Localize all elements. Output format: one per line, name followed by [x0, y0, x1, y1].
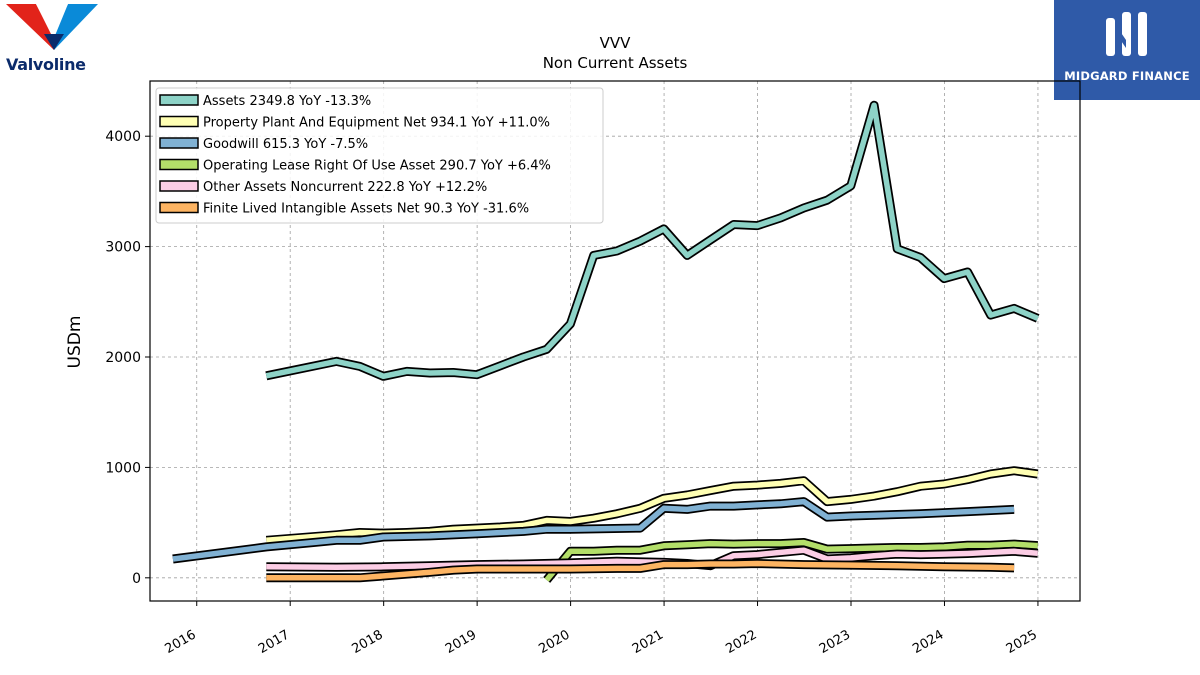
x-tick-label: 2019: [443, 627, 479, 657]
legend-label: Property Plant And Equipment Net 934.1 Y…: [203, 116, 550, 131]
valvoline-logo: Valvoline: [4, 4, 108, 74]
x-tick-label: 2020: [536, 627, 572, 657]
midgard-finance-logo: MIDGARD FINANCE: [1054, 0, 1200, 100]
series-5: [266, 559, 1015, 583]
x-tick-label: 2017: [256, 627, 292, 657]
series-line: [544, 539, 1038, 582]
plot-frame: [149, 80, 1081, 602]
x-tick-label: 2022: [723, 627, 759, 657]
x-tick-label: 2021: [630, 627, 666, 657]
legend-label: Operating Lease Right Of Use Asset 290.7…: [203, 159, 551, 174]
x-tick-label: 2018: [350, 627, 386, 657]
y-tick-label: 1000: [105, 460, 141, 476]
series-layer: [172, 100, 1040, 583]
valvoline-v-icon: [6, 4, 98, 50]
legend-swatch: [159, 158, 199, 171]
y-tick-label: 0: [132, 571, 141, 587]
legend-label: Other Assets Noncurrent 222.8 YoY +12.2%: [203, 180, 487, 195]
legend-swatch: [159, 137, 199, 149]
legend-swatch: [159, 115, 199, 128]
y-tick-label: 2000: [105, 350, 141, 366]
x-tick-label: 2016: [163, 627, 199, 657]
series-line: [172, 498, 1015, 562]
x-tick-label: 2024: [910, 627, 946, 657]
legend-swatch: [159, 94, 199, 106]
series-1: [265, 466, 1039, 545]
series-2: [172, 497, 1015, 564]
chart-title: VVV: [600, 34, 632, 52]
series-0: [265, 100, 1040, 381]
legend-swatch: [159, 180, 199, 192]
legend-swatch: [159, 201, 199, 214]
x-tick-label: 2023: [817, 627, 853, 657]
midgard-brand-text: MIDGARD FINANCE: [1064, 69, 1190, 83]
series-line: [266, 560, 1015, 581]
y-tick-label: 3000: [105, 240, 141, 256]
valvoline-wordmark: Valvoline: [6, 55, 86, 74]
series-3: [543, 538, 1038, 583]
series-line: [265, 102, 1039, 380]
legend: Assets 2349.8 YoY -13.3% Property Plant A…: [155, 87, 604, 224]
legend-label: Finite Lived Intangible Assets Net 90.3 …: [203, 202, 529, 217]
midgard-m-icon: [1106, 12, 1147, 56]
legend-label: Goodwill 615.3 YoY -7.5%: [203, 137, 368, 152]
x-tick-label: 2025: [1004, 627, 1040, 657]
series-line: [266, 467, 1039, 544]
y-tick-label: 4000: [105, 129, 141, 145]
chart-subtitle: Non Current Assets: [543, 54, 688, 72]
legend-box: [155, 87, 604, 224]
legend-label: Assets 2349.8 YoY -13.3%: [203, 94, 371, 109]
y-axis-label: USDm: [65, 316, 85, 369]
